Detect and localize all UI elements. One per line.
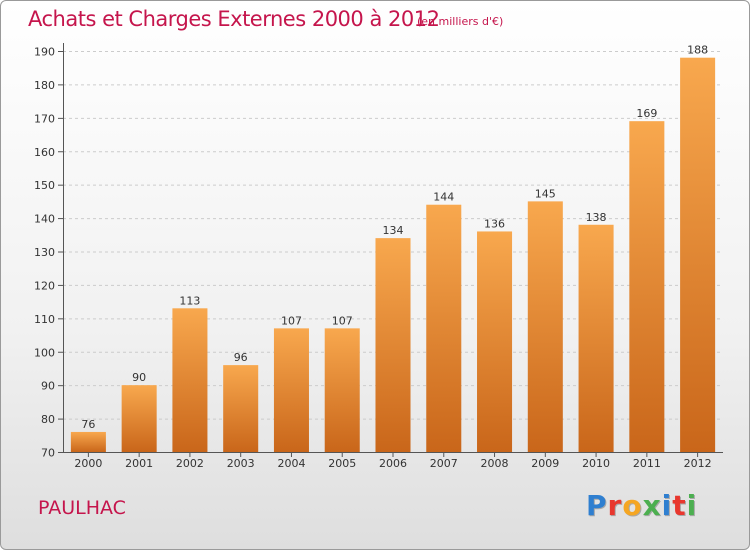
logo-letter: i <box>661 489 673 522</box>
bar <box>527 201 563 452</box>
x-tick-label: 2010 <box>582 457 610 470</box>
y-tick-label: 100 <box>34 346 55 359</box>
y-tick-label: 110 <box>34 313 55 326</box>
data-label: 145 <box>535 187 556 200</box>
logo-letter: t <box>672 489 687 522</box>
chart-subtitle: (en milliers d'€) <box>417 15 504 28</box>
bar <box>324 328 360 452</box>
x-tick-label: 2001 <box>125 457 153 470</box>
commune-name: PAULHAC <box>38 497 126 519</box>
bar <box>273 328 309 452</box>
x-tick-label: 2005 <box>328 457 356 470</box>
y-tick-label: 130 <box>34 246 55 259</box>
y-tick-label: 90 <box>41 380 55 393</box>
bar <box>578 224 614 452</box>
data-label: 138 <box>586 211 607 224</box>
y-tick-label: 170 <box>34 112 55 125</box>
bar <box>121 385 157 452</box>
y-tick-label: 150 <box>34 179 55 192</box>
bar <box>629 121 665 453</box>
x-tick-label: 2003 <box>227 457 255 470</box>
data-label: 134 <box>383 224 404 237</box>
x-tick-label: 2011 <box>633 457 661 470</box>
logo-letter: P <box>586 489 608 522</box>
bar <box>680 57 716 452</box>
y-tick-label: 120 <box>34 279 55 292</box>
data-label: 107 <box>281 314 302 327</box>
bar <box>426 204 462 452</box>
data-labels: 76 90 113 96 107 107 134 144 136 145 138 169 188 <box>81 44 708 431</box>
data-label: 96 <box>234 351 248 364</box>
data-label: 169 <box>636 107 657 120</box>
x-tick-label: 2012 <box>684 457 712 470</box>
x-tick-label: 2009 <box>531 457 559 470</box>
x-tick-label: 2000 <box>74 457 102 470</box>
data-label: 136 <box>484 217 505 230</box>
chart-title: Achats et Charges Externes 2000 à 2012 <box>28 7 440 31</box>
data-label: 90 <box>132 371 146 384</box>
bar <box>172 308 208 452</box>
data-label: 188 <box>687 44 708 57</box>
bars <box>70 57 716 453</box>
y-tick-label: 140 <box>34 213 55 226</box>
y-tick-label: 80 <box>41 413 55 426</box>
y-tick-label: 180 <box>34 79 55 92</box>
x-tick-label: 2006 <box>379 457 407 470</box>
y-tick-label: 190 <box>34 46 55 59</box>
y-tick-label: 70 <box>41 447 55 460</box>
bar <box>375 238 411 452</box>
data-label: 107 <box>332 314 353 327</box>
x-tick-label: 2004 <box>277 457 305 470</box>
data-label: 76 <box>81 418 95 431</box>
bar <box>477 231 513 452</box>
logo-letter: o <box>622 489 643 522</box>
axes: 70 80 90 100 110 120 130 140 150 160 170 180 190 2000… <box>34 43 723 470</box>
x-tick-label: 2007 <box>430 457 458 470</box>
logo-letter: i <box>686 489 698 522</box>
x-tick-label: 2002 <box>176 457 204 470</box>
y-tick-label: 160 <box>34 146 55 159</box>
data-label: 144 <box>433 191 454 204</box>
logo-letter: r <box>607 489 623 522</box>
logo-letter: x <box>642 489 662 522</box>
bar <box>70 431 106 452</box>
bar <box>223 365 259 452</box>
proxiti-logo: Proxiti <box>586 489 697 522</box>
data-label: 113 <box>179 294 200 307</box>
x-tick-label: 2008 <box>481 457 509 470</box>
